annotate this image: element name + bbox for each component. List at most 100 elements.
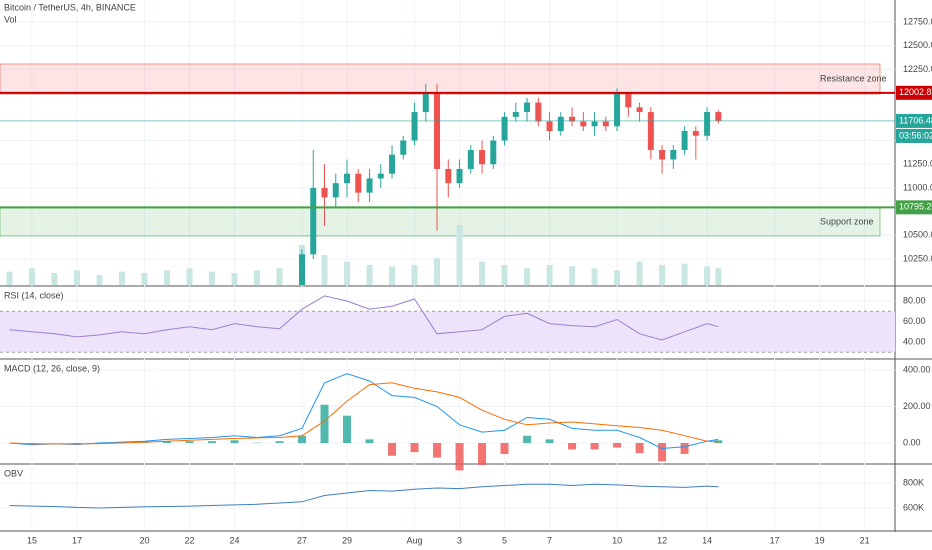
level-box [896, 200, 932, 215]
level-box [896, 113, 932, 128]
level-label: 10795.20 [899, 202, 932, 212]
candle-body [400, 140, 407, 155]
candle-body [569, 116, 576, 122]
y-tick-label: 40.00 [903, 336, 926, 346]
candle-body [591, 121, 598, 127]
histogram-bar [433, 443, 442, 458]
candle-body [692, 131, 699, 136]
histogram-bar [388, 443, 397, 456]
histogram-bar [680, 443, 689, 454]
subtitle: Vol [4, 14, 17, 24]
x-tick-label: 21 [860, 535, 870, 545]
indicator-line [9, 373, 719, 450]
y-tick-label: 600K [903, 502, 924, 512]
y-tick-label: 60.00 [903, 316, 926, 326]
volume-bar [344, 261, 351, 285]
y-tick-label: 11000.00 [903, 182, 932, 192]
candle-body [681, 131, 688, 150]
histogram-bar [545, 439, 554, 444]
x-tick-label: 24 [229, 535, 239, 545]
candle-body [310, 187, 317, 255]
candle-body [501, 116, 508, 141]
y-tick-label: 0.00 [903, 437, 921, 447]
x-tick-label: 12 [657, 535, 667, 545]
y-tick-label: 12500.00 [903, 40, 932, 50]
x-tick-label: 5 [502, 535, 507, 545]
y-tick-label: 11250.00 [903, 159, 932, 169]
histogram-bar [568, 443, 577, 450]
histogram-bar [207, 441, 216, 444]
x-tick-label: 3 [457, 535, 462, 545]
candle-body [659, 149, 666, 160]
candle-body [670, 149, 677, 160]
histogram-bar [613, 443, 622, 448]
histogram-bar [275, 441, 284, 444]
histogram-bar [410, 443, 419, 453]
histogram-bar [500, 443, 509, 454]
indicator-line [9, 483, 719, 509]
volume-bar [321, 255, 328, 285]
histogram-bar [185, 441, 194, 444]
histogram-bar [72, 443, 81, 444]
zone-label: Support zone [820, 216, 874, 226]
volume-bar [163, 270, 170, 285]
candle-body [535, 102, 542, 122]
pane-title: Bitcoin / TetherUS, 4h, BINANCE [4, 2, 136, 12]
histogram-bar [478, 443, 487, 465]
x-tick-label: Aug [407, 535, 423, 545]
y-tick-label: 800K [903, 477, 924, 487]
volume-bar [276, 268, 283, 285]
volume-bar [141, 273, 148, 285]
candle-body [366, 178, 373, 193]
volume-bar [231, 273, 238, 285]
volume-bar [479, 261, 486, 285]
pane-title: RSI (14, close) [4, 290, 64, 300]
volume-bar [659, 265, 666, 285]
x-tick-label: 7 [547, 535, 552, 545]
candle-body [321, 187, 328, 198]
x-tick-label: 14 [702, 535, 712, 545]
candle-body [422, 93, 429, 113]
volume-bar [704, 266, 711, 285]
candle-body [445, 168, 452, 184]
candle-body [524, 102, 531, 113]
candle-body [546, 121, 553, 132]
volume-bar [569, 266, 576, 285]
volume-bar [366, 265, 373, 285]
volume-bar [434, 258, 441, 285]
level-label: 11706.48 [899, 115, 932, 125]
candle-body [602, 121, 609, 127]
candle-body [625, 93, 632, 108]
candle-body [456, 168, 463, 184]
y-tick-label: 80.00 [903, 295, 926, 305]
zone [0, 207, 881, 237]
x-tick-label: 22 [184, 535, 194, 545]
candle-body [647, 112, 654, 150]
candle-body [580, 121, 587, 127]
y-tick-label: 10500.00 [903, 230, 932, 240]
volume-bar [636, 261, 643, 285]
histogram-bar [230, 440, 239, 444]
candle-body [467, 149, 474, 169]
candle-body [411, 112, 418, 141]
volume-bar [73, 270, 80, 285]
price-pane: Resistance zone Support zone [0, 63, 887, 285]
histogram-bar [298, 435, 307, 444]
x-tick-label: 29 [342, 535, 352, 545]
volume-bar [501, 265, 508, 285]
volume-bar [681, 263, 688, 285]
rsi-band [0, 311, 895, 353]
countdown-box [896, 128, 932, 143]
histogram-bar [658, 443, 667, 462]
candle-body [704, 112, 711, 136]
candle-body [557, 116, 564, 132]
volume-bar [411, 265, 418, 285]
level-label: 12002.83 [899, 87, 932, 97]
histogram-bar [343, 415, 352, 444]
x-tick-label: 15 [27, 535, 37, 545]
volume-bar [186, 268, 193, 285]
x-tick-label: 20 [139, 535, 149, 545]
x-tick-label: 17 [72, 535, 82, 545]
candle-body [355, 173, 362, 193]
histogram-bar [320, 404, 329, 444]
